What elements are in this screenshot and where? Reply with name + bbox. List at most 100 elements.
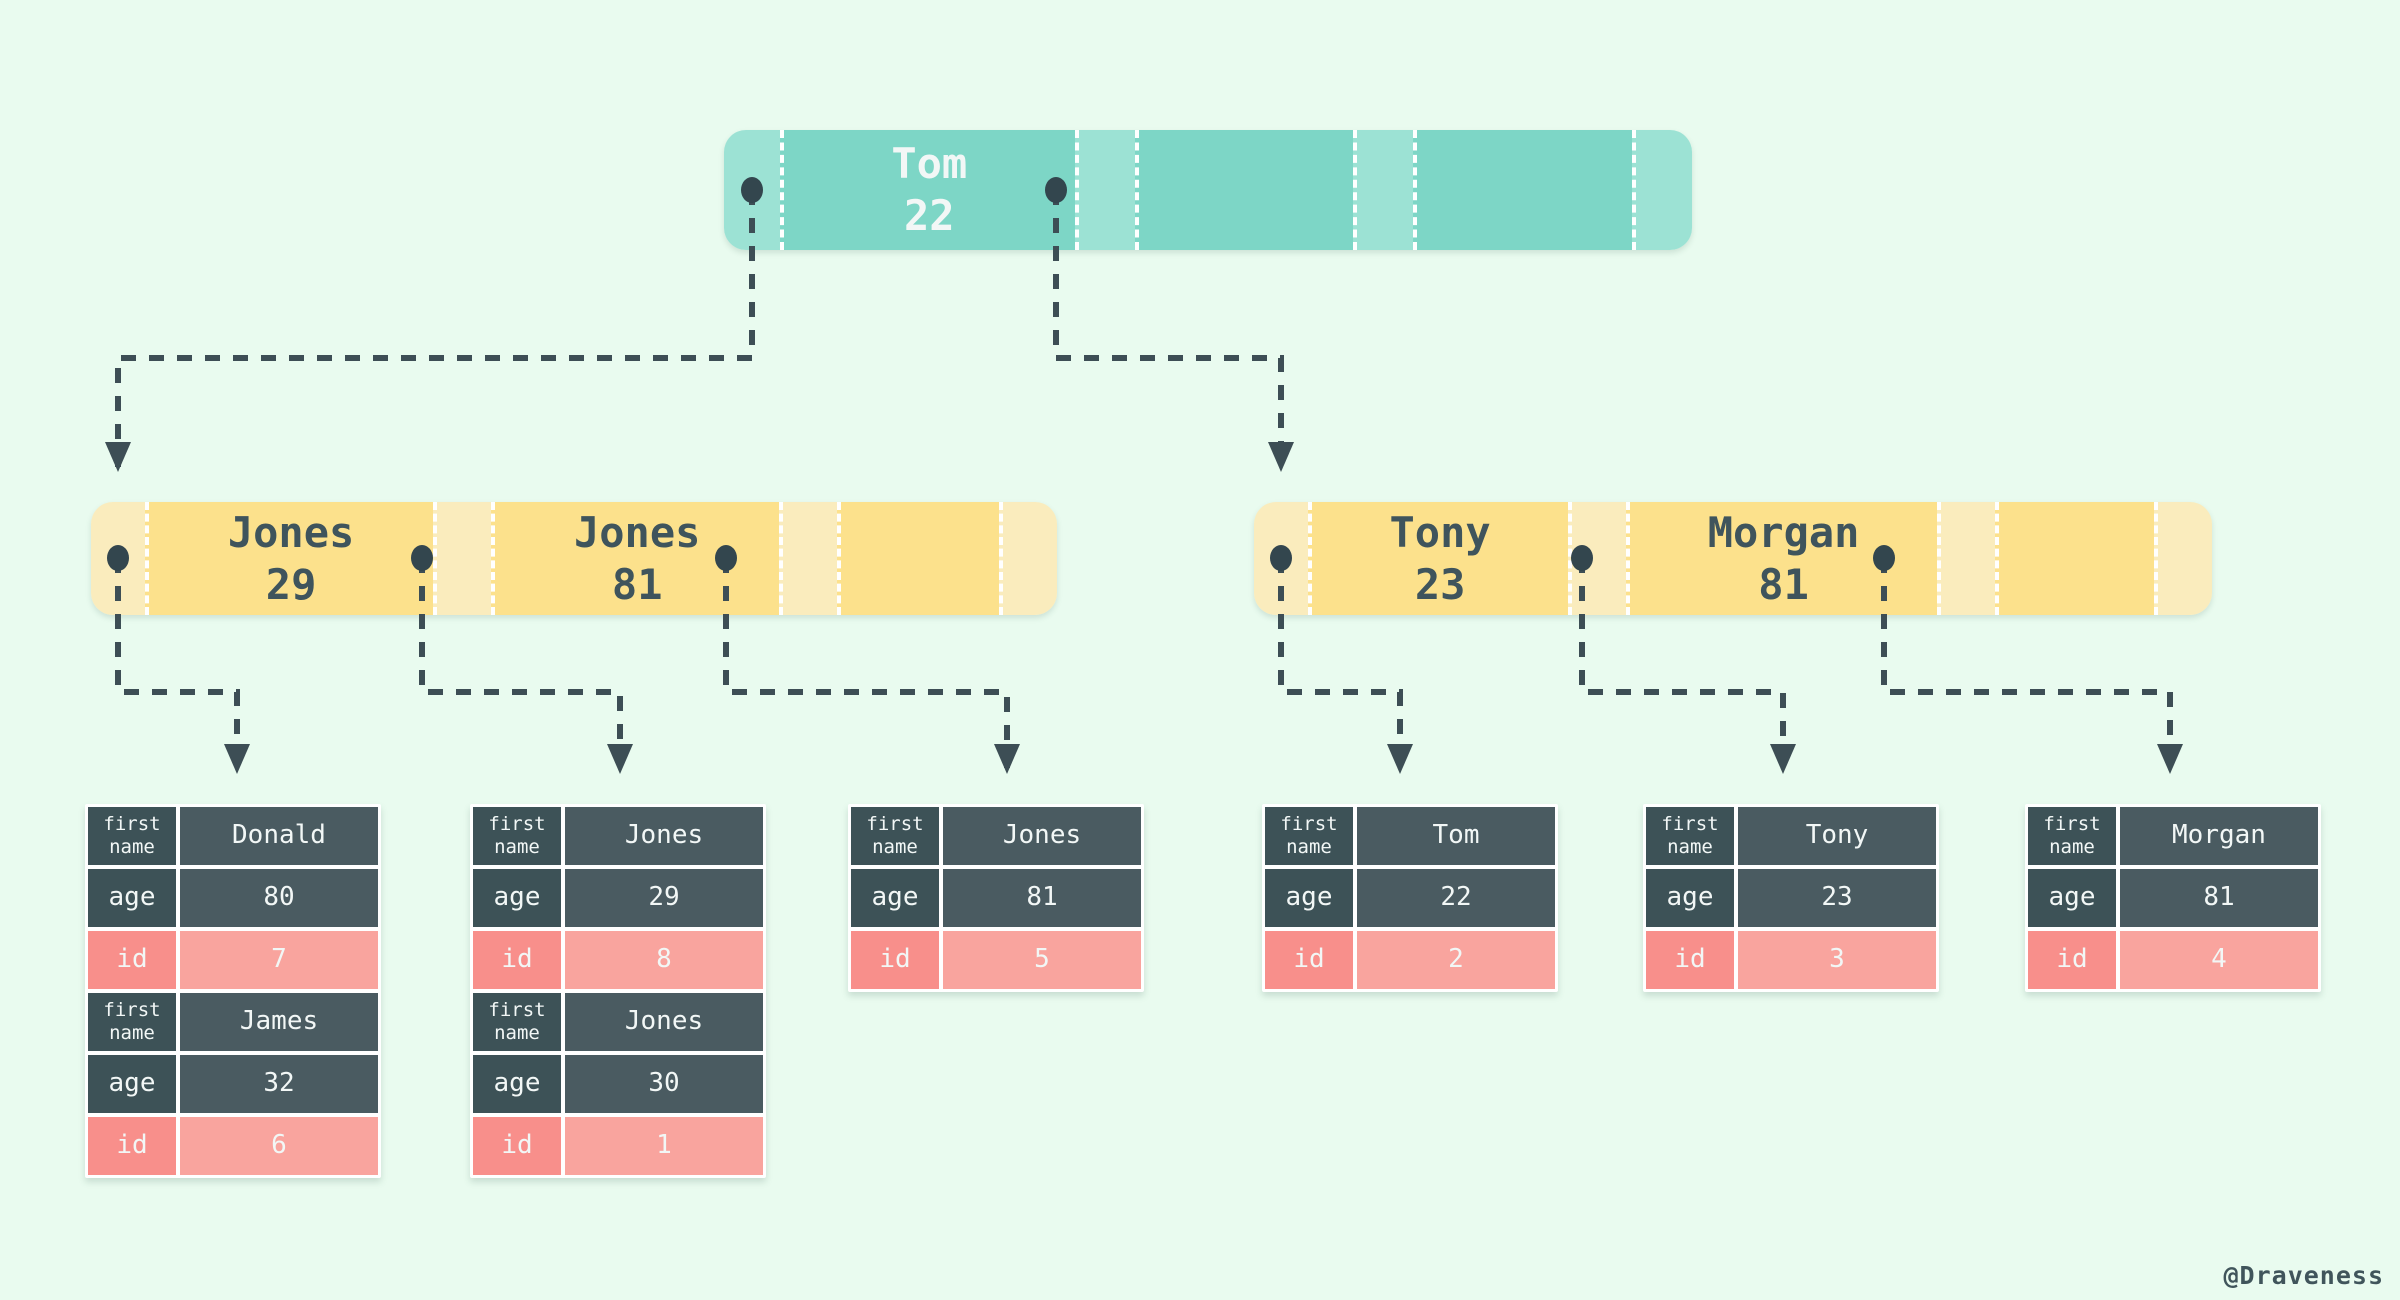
node-pointer-cell	[1936, 502, 1995, 615]
field-label-text: name	[109, 1022, 155, 1044]
btree-node-right-child: Tony 23 Morgan 81	[1254, 502, 2212, 615]
node-key-text: Morgan	[1707, 507, 1860, 557]
field-label-age: age	[473, 869, 561, 927]
pointer-connector	[105, 190, 755, 472]
field-value-first-name: Tony	[1738, 807, 1936, 865]
field-label-text: first	[488, 999, 546, 1022]
node-key-text: Tony	[1389, 507, 1491, 557]
field-label-text: id	[501, 944, 533, 975]
node-pointer-cell	[998, 502, 1057, 615]
node-key-text: Jones	[227, 507, 355, 557]
field-label-text: first	[866, 813, 924, 836]
node-key-text: 29	[265, 559, 317, 609]
field-label-id: id	[851, 931, 939, 989]
field-label-first-name: first name	[2028, 807, 2116, 865]
node-key-text: 81	[611, 559, 663, 609]
field-label-text: age	[493, 882, 541, 913]
field-label-text: first	[1280, 813, 1338, 836]
field-value-age: 30	[565, 1055, 763, 1113]
field-label-age: age	[2028, 869, 2116, 927]
field-value-age: 80	[180, 869, 378, 927]
field-label-text: age	[2048, 882, 2096, 913]
field-value-age: 81	[2120, 869, 2318, 927]
field-label-text: age	[1285, 882, 1333, 913]
node-key-text: 23	[1414, 559, 1466, 609]
field-value-id: 1	[565, 1117, 763, 1175]
field-value-first-name: Jones	[565, 807, 763, 865]
node-pointer-cell	[1568, 502, 1627, 615]
field-value-id: 6	[180, 1117, 378, 1175]
field-label-text: name	[1667, 836, 1713, 858]
field-value-first-name: Jones	[565, 993, 763, 1051]
node-key-cell: Jones 29	[145, 502, 434, 615]
field-label-text: id	[116, 1130, 148, 1161]
field-label-text: name	[1286, 836, 1332, 858]
btree-node-left-child: Jones 29 Jones 81	[91, 502, 1057, 615]
field-label-text: name	[2049, 836, 2095, 858]
field-value-id: 7	[180, 931, 378, 989]
field-label-text: first	[488, 813, 546, 836]
node-pointer-cell	[433, 502, 492, 615]
node-pointer-cell	[724, 130, 780, 250]
field-label-age: age	[473, 1055, 561, 1113]
field-label-first-name: first name	[88, 993, 176, 1051]
field-label-text: age	[1666, 882, 1714, 913]
node-key-cell: Tony 23	[1308, 502, 1569, 615]
node-key-cell: Morgan 81	[1626, 502, 1937, 615]
node-pointer-cell	[1632, 130, 1692, 250]
field-label-text: age	[108, 1068, 156, 1099]
node-key-cell	[837, 502, 999, 615]
field-value-first-name: James	[180, 993, 378, 1051]
record-table-1: first name Donald age 80 id 7 first name James age…	[85, 804, 381, 1178]
field-label-id: id	[473, 931, 561, 989]
field-label-age: age	[1646, 869, 1734, 927]
field-label-text: id	[116, 944, 148, 975]
watermark: @Draveness	[2223, 1261, 2384, 1290]
field-value-first-name: Tom	[1357, 807, 1555, 865]
field-label-text: age	[493, 1068, 541, 1099]
field-label-id: id	[88, 1117, 176, 1175]
field-label-text: age	[108, 882, 156, 913]
field-label-text: id	[2056, 944, 2088, 975]
field-label-text: name	[872, 836, 918, 858]
field-value-id: 2	[1357, 931, 1555, 989]
field-label-text: id	[1293, 944, 1325, 975]
field-label-id: id	[88, 931, 176, 989]
field-label-text: id	[501, 1130, 533, 1161]
node-key-text: 81	[1758, 559, 1809, 609]
field-label-age: age	[851, 869, 939, 927]
field-value-age: 22	[1357, 869, 1555, 927]
node-key-cell: Tom 22	[780, 130, 1075, 250]
field-label-text: id	[879, 944, 911, 975]
node-key-cell	[1994, 502, 2155, 615]
field-label-first-name: first name	[473, 807, 561, 865]
field-value-first-name: Morgan	[2120, 807, 2318, 865]
node-key-cell	[1413, 130, 1633, 250]
field-label-first-name: first name	[851, 807, 939, 865]
record-table-4: first name Tom age 22 id 2	[1262, 804, 1558, 992]
field-label-age: age	[1265, 869, 1353, 927]
field-label-id: id	[2028, 931, 2116, 989]
record-table-3: first name Jones age 81 id 5	[848, 804, 1144, 992]
field-label-text: first	[2043, 813, 2101, 836]
field-label-text: first	[103, 813, 161, 836]
field-value-id: 5	[943, 931, 1141, 989]
field-label-first-name: first name	[1646, 807, 1734, 865]
field-label-text: first	[1661, 813, 1719, 836]
field-label-text: id	[1674, 944, 1706, 975]
field-label-text: name	[494, 836, 540, 858]
node-key-text: Jones	[573, 507, 701, 557]
node-pointer-cell	[1353, 130, 1414, 250]
field-label-text: age	[871, 882, 919, 913]
field-label-first-name: first name	[88, 807, 176, 865]
node-pointer-cell	[1254, 502, 1308, 615]
field-label-id: id	[473, 1117, 561, 1175]
record-table-5: first name Tony age 23 id 3	[1643, 804, 1939, 992]
btree-node-root: Tom 22	[724, 130, 1692, 250]
node-key-text: Tom	[891, 139, 968, 188]
node-pointer-cell	[1074, 130, 1135, 250]
field-value-age: 23	[1738, 869, 1936, 927]
field-value-first-name: Donald	[180, 807, 378, 865]
record-table-6: first name Morgan age 81 id 4	[2025, 804, 2321, 992]
